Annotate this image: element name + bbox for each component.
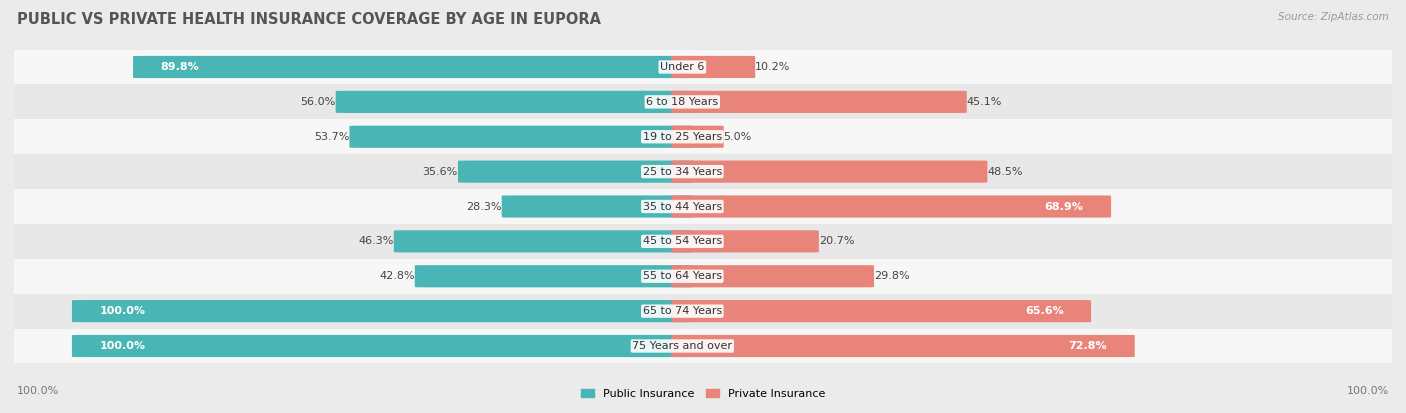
- Text: 42.8%: 42.8%: [380, 271, 415, 281]
- FancyBboxPatch shape: [671, 265, 875, 287]
- Text: 65.6%: 65.6%: [1025, 306, 1063, 316]
- Text: 68.9%: 68.9%: [1045, 202, 1084, 211]
- Text: 100.0%: 100.0%: [1347, 387, 1389, 396]
- FancyBboxPatch shape: [336, 91, 693, 113]
- FancyBboxPatch shape: [671, 56, 755, 78]
- FancyBboxPatch shape: [671, 195, 1111, 218]
- Text: 56.0%: 56.0%: [301, 97, 336, 107]
- Text: 35.6%: 35.6%: [423, 166, 458, 177]
- Text: 5.0%: 5.0%: [724, 132, 752, 142]
- Text: 48.5%: 48.5%: [987, 166, 1024, 177]
- Text: 6 to 18 Years: 6 to 18 Years: [647, 97, 718, 107]
- Text: 65 to 74 Years: 65 to 74 Years: [643, 306, 721, 316]
- Text: 100.0%: 100.0%: [100, 341, 145, 351]
- FancyBboxPatch shape: [134, 56, 693, 78]
- Bar: [14, 189, 1392, 224]
- Text: 29.8%: 29.8%: [875, 271, 910, 281]
- Bar: [14, 329, 1392, 363]
- Text: 28.3%: 28.3%: [467, 202, 502, 211]
- Text: 100.0%: 100.0%: [100, 306, 145, 316]
- Bar: [14, 224, 1392, 259]
- FancyBboxPatch shape: [671, 91, 967, 113]
- FancyBboxPatch shape: [502, 195, 693, 218]
- FancyBboxPatch shape: [671, 161, 987, 183]
- Text: 20.7%: 20.7%: [818, 236, 855, 247]
- FancyBboxPatch shape: [458, 161, 693, 183]
- Legend: Public Insurance, Private Insurance: Public Insurance, Private Insurance: [581, 389, 825, 399]
- Text: 25 to 34 Years: 25 to 34 Years: [643, 166, 721, 177]
- Bar: [14, 154, 1392, 189]
- Bar: [14, 259, 1392, 294]
- FancyBboxPatch shape: [350, 126, 693, 148]
- FancyBboxPatch shape: [394, 230, 693, 252]
- Text: 10.2%: 10.2%: [755, 62, 790, 72]
- Text: PUBLIC VS PRIVATE HEALTH INSURANCE COVERAGE BY AGE IN EUPORA: PUBLIC VS PRIVATE HEALTH INSURANCE COVER…: [17, 12, 600, 27]
- Bar: [14, 50, 1392, 84]
- Text: Under 6: Under 6: [661, 62, 704, 72]
- FancyBboxPatch shape: [72, 300, 693, 322]
- FancyBboxPatch shape: [671, 335, 1135, 357]
- Text: 53.7%: 53.7%: [314, 132, 350, 142]
- Text: Source: ZipAtlas.com: Source: ZipAtlas.com: [1278, 12, 1389, 22]
- Text: 19 to 25 Years: 19 to 25 Years: [643, 132, 721, 142]
- Text: 45.1%: 45.1%: [967, 97, 1002, 107]
- Text: 46.3%: 46.3%: [359, 236, 394, 247]
- Text: 55 to 64 Years: 55 to 64 Years: [643, 271, 721, 281]
- FancyBboxPatch shape: [72, 335, 693, 357]
- FancyBboxPatch shape: [671, 126, 724, 148]
- Bar: [14, 84, 1392, 119]
- Text: 45 to 54 Years: 45 to 54 Years: [643, 236, 721, 247]
- Text: 75 Years and over: 75 Years and over: [633, 341, 733, 351]
- FancyBboxPatch shape: [415, 265, 693, 287]
- Bar: [14, 294, 1392, 329]
- Text: 100.0%: 100.0%: [17, 387, 59, 396]
- FancyBboxPatch shape: [671, 300, 1091, 322]
- Bar: [14, 119, 1392, 154]
- FancyBboxPatch shape: [671, 230, 818, 252]
- Text: 89.8%: 89.8%: [160, 62, 200, 72]
- Text: 35 to 44 Years: 35 to 44 Years: [643, 202, 721, 211]
- Text: 72.8%: 72.8%: [1069, 341, 1107, 351]
